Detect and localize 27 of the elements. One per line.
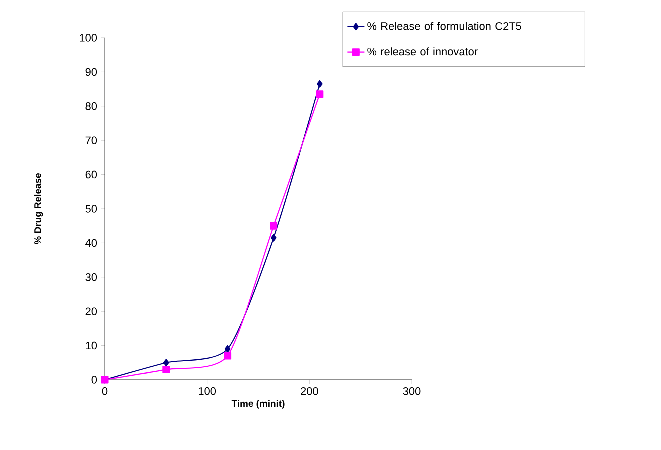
point	[224, 352, 232, 360]
point	[270, 222, 278, 230]
point	[316, 90, 324, 98]
y-tick-label: 30	[86, 274, 98, 282]
point	[224, 345, 231, 353]
y-tick-label: 100	[80, 34, 98, 42]
y-tick-label: 50	[86, 205, 98, 213]
x-tick-label: 200	[301, 388, 318, 396]
y-axis-title: % Drug Release	[34, 174, 44, 245]
x-tick-label: 300	[403, 388, 421, 396]
x-axis-title: Time (minit)	[232, 400, 285, 409]
y-tick-label: 80	[86, 102, 98, 110]
point	[162, 366, 170, 374]
legend-label: % Release of formulation C2T5	[368, 22, 522, 30]
point	[270, 234, 277, 242]
y-tick-label: 40	[86, 239, 98, 248]
point	[163, 359, 170, 367]
x-tick-label: 100	[199, 388, 216, 396]
y-tick-label: 70	[86, 136, 98, 144]
y-tick-label: 0	[92, 376, 98, 384]
legend-label: % release of innovator	[368, 48, 478, 56]
y-tick-label: 10	[86, 342, 98, 350]
point	[316, 80, 323, 88]
y-tick-label: 90	[86, 68, 98, 76]
x-tick-label: 0	[102, 388, 108, 396]
y-tick-label: 20	[86, 308, 98, 316]
y-tick-label: 60	[86, 170, 98, 179]
